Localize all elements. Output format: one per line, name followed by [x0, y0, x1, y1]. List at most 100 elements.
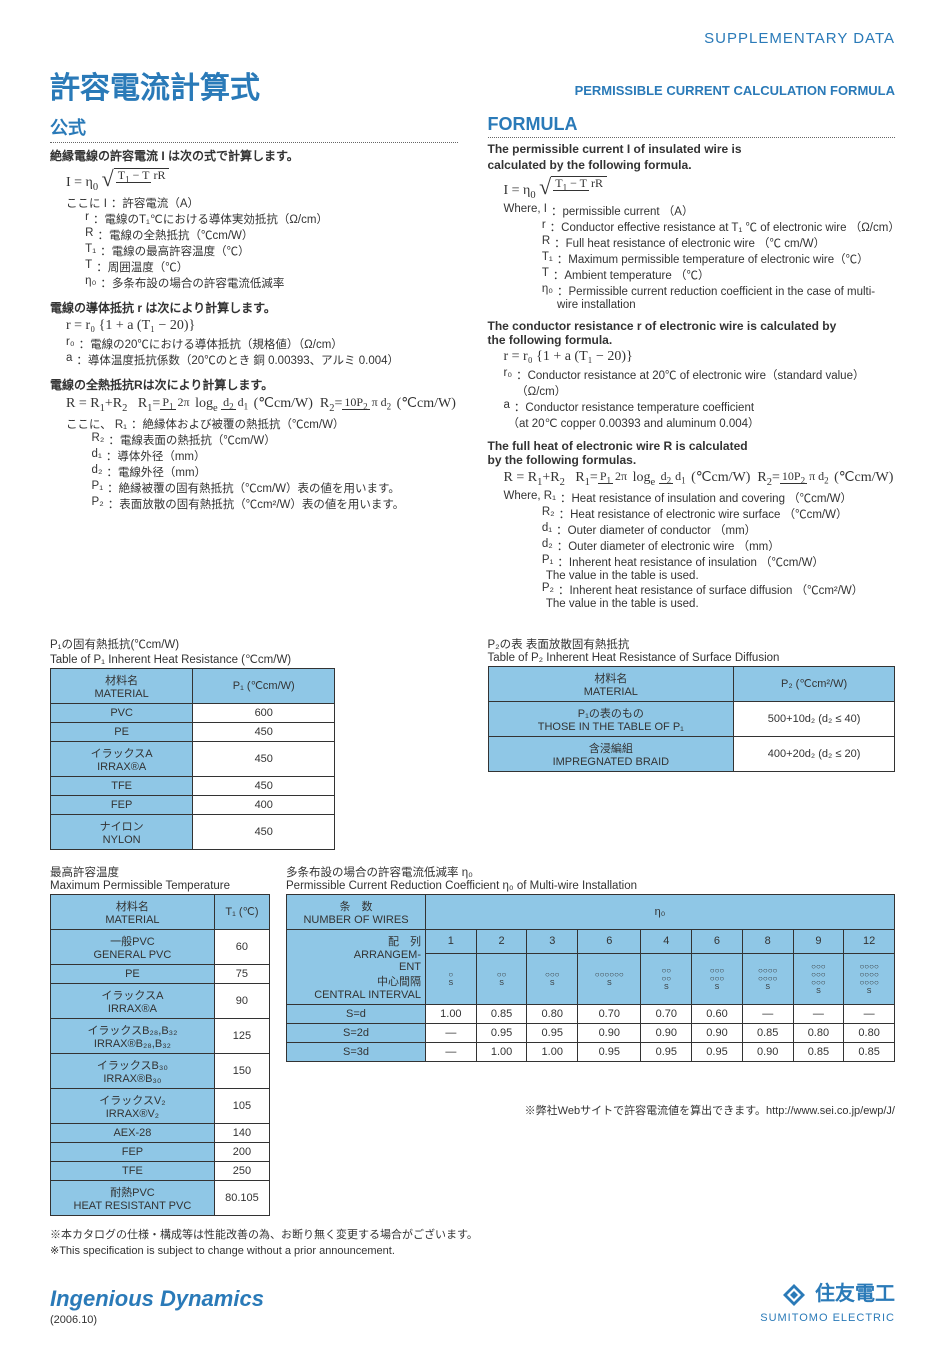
table-cell: —: [742, 1004, 793, 1023]
defs-r-jp: r₀：電線の20℃における導体抵抗（規格値）（Ω/cm）a：導体温度抵抗係数（2…: [66, 336, 458, 368]
def-row: R：Full heat resistance of electronic wir…: [504, 235, 896, 251]
table-cell: 450: [193, 722, 335, 741]
def-row: P₂：Inherent heat resistance of surface d…: [504, 582, 896, 598]
table-header: η₀: [426, 894, 895, 929]
table-row: PE75: [51, 964, 270, 983]
table-cell: 6: [578, 929, 641, 954]
table-cell: 0.60: [692, 1004, 743, 1023]
logo-jp: 住友電工: [815, 1283, 895, 1305]
p2-wrap: P₂の表 表面放散固有熱抵抗 Table of P₂ Inherent Heat…: [488, 618, 896, 850]
table-row: FEP400: [51, 795, 335, 814]
def-row: R₂：電線表面の熱抵抗（℃cm/W）: [66, 432, 458, 448]
table-cell: 4: [641, 929, 692, 954]
arrangement-icon: ○○○○S: [641, 954, 692, 1004]
def-row: d₁：導体外径（mm）: [66, 448, 458, 464]
def-row: Where, R₁：Heat resistance of insulation …: [504, 490, 896, 506]
table-cell: P₁の表のものTHOSE IN THE TABLE OF P₁: [488, 701, 734, 736]
def-row: R：電線の全熱抵抗（℃cm/W）: [66, 227, 458, 243]
table-cell: 0.90: [692, 1023, 743, 1042]
table-cell: 105: [214, 1088, 269, 1123]
table-cell: —: [793, 1004, 844, 1023]
lead-en-3b: by the following formulas.: [488, 453, 896, 467]
def-row: T₁：電線の最高許容温度（℃）: [66, 243, 458, 259]
def-row: ここに、 R₁：絶縁体および被覆の熱抵抗（℃cm/W）: [66, 416, 458, 432]
table-header: P₂ (℃cm²/W): [734, 666, 895, 701]
table-cell: S=3d: [287, 1042, 426, 1061]
def-row: a：導体温度抵抗係数（20℃のとき 銅 0.00393、アルミ 0.004）: [66, 352, 458, 368]
table-header: 材料名MATERIAL: [51, 668, 193, 703]
table-header: 材料名MATERIAL: [488, 666, 734, 701]
table-row: S=3d—1.001.000.950.950.950.900.850.85: [287, 1042, 895, 1061]
def-row: （at 20℃ copper 0.00393 and aluminum 0.00…: [504, 415, 896, 431]
temp-wrap: 最高許容温度 Maximum Permissible Temperature 材…: [50, 864, 270, 1216]
table-cell: PE: [51, 964, 215, 983]
def-row: r：Conductor effective resistance at T₁ ℃…: [504, 219, 896, 235]
table-cell: 0.80: [793, 1023, 844, 1042]
table-header: P₁ (℃cm/W): [193, 668, 335, 703]
section-head-jp: 公式: [50, 114, 458, 143]
table-cell: 450: [193, 814, 335, 849]
arrangement-icon: ○○○○○○S: [692, 954, 743, 1004]
def-row: d₁：Outer diameter of conductor （mm）: [504, 522, 896, 538]
table-row: イラックスV₂IRRAX®V₂105: [51, 1088, 270, 1123]
def-row: r₀：Conductor resistance at 20℃ of electr…: [504, 367, 896, 399]
table-cell: 9: [793, 929, 844, 954]
table-cell: 0.95: [641, 1042, 692, 1061]
table-row: ナイロンNYLON450: [51, 814, 335, 849]
web-link-note: ※弊社Webサイトで許容電流値を算出できます。http://www.sei.co…: [286, 1102, 895, 1118]
arrangement-icon: ○○○S: [527, 954, 578, 1004]
formula-r-en: r = r₀ {1 + a (T₁ − 20)}: [504, 349, 896, 365]
table-cell: FEP: [51, 1142, 215, 1161]
def-row: R₂：Heat resistance of electronic wire su…: [504, 506, 896, 522]
defs-R-jp: ここに、 R₁：絶縁体および被覆の熱抵抗（℃cm/W） R₂：電線表面の熱抵抗（…: [66, 416, 458, 512]
arrangement-icon: ○○○○○○○○○S: [793, 954, 844, 1004]
table-cell: ナイロンNYLON: [51, 814, 193, 849]
def-row: d₂：電線外径（mm）: [66, 464, 458, 480]
table-row: PVC600: [51, 703, 335, 722]
lead-en-1a: The permissible current I of insulated w…: [488, 142, 896, 156]
table-cell: S=d: [287, 1004, 426, 1023]
section-head-en: FORMULA: [488, 114, 896, 138]
column-en: FORMULA The permissible current I of ins…: [488, 108, 896, 618]
defs-R-en: Where, R₁：Heat resistance of insulation …: [504, 490, 896, 610]
coef-table: 条 数NUMBER OF WIRESη₀配 列ARRANGEM-ENT中心間隔C…: [286, 894, 895, 1062]
table-cell: 400+20d₂ (d₂ ≤ 20): [734, 736, 895, 771]
table-cell: 0.95: [527, 1023, 578, 1042]
table-cell: 1: [426, 929, 477, 954]
table-row: 含浸編組IMPREGNATED BRAID400+20d₂ (d₂ ≤ 20): [488, 736, 895, 771]
table-header: 配 列ARRANGEM-ENT中心間隔CENTRAL INTERVAL: [287, 929, 426, 1004]
table-row: 一般PVCGENERAL PVC60: [51, 929, 270, 964]
table-cell: 8: [742, 929, 793, 954]
table-cell: イラックスV₂IRRAX®V₂: [51, 1088, 215, 1123]
table-cell: 0.85: [742, 1023, 793, 1042]
table-row: イラックスB₃₀IRRAX®B₃₀150: [51, 1053, 270, 1088]
defs-I-en: Where, I：permissible current （A） r：Condu…: [504, 203, 896, 311]
table-row: TFE450: [51, 776, 335, 795]
formula-R-en: R = R1+R2 R1=P12π loge d2d1 (℃cm/W) R2=1…: [504, 469, 896, 488]
table-header: T₁ (℃): [214, 894, 269, 929]
p-tables: P₁の固有熱抵抗(℃cm/W) Table of P₁ Inherent Hea…: [50, 618, 895, 850]
table-cell: 450: [193, 741, 335, 776]
def-row: T：周囲温度（℃）: [66, 259, 458, 275]
table-cell: AEX-28: [51, 1123, 215, 1142]
table-cell: 3: [527, 929, 578, 954]
table-cell: FEP: [51, 795, 193, 814]
table-cell: 0.80: [527, 1004, 578, 1023]
table-row: S=2d—0.950.950.900.900.900.850.800.80: [287, 1023, 895, 1042]
table-cell: 1.00: [476, 1042, 527, 1061]
table-row: AEX-28140: [51, 1123, 270, 1142]
page: SUPPLEMENTARY DATA 許容電流計算式 PERMISSIBLE C…: [0, 0, 945, 1346]
def-row: η₀：多条布設の場合の許容電流低減率: [66, 275, 458, 291]
table-row: S=d1.000.850.800.700.700.60———: [287, 1004, 895, 1023]
defs-r-en: r₀：Conductor resistance at 20℃ of electr…: [504, 367, 896, 431]
table-cell: 0.85: [793, 1042, 844, 1061]
def-row: a：Conductor resistance temperature coeff…: [504, 399, 896, 415]
table-cell: TFE: [51, 1161, 215, 1180]
table-cell: 600: [193, 703, 335, 722]
table-cell: 0.90: [742, 1042, 793, 1061]
note-1: ※本カタログの仕様・構成等は性能改善の為、お断り無く変更する場合がございます。: [50, 1226, 895, 1242]
arrangement-icon: ○S: [426, 954, 477, 1004]
def-row: r：電線のT₁℃における導体実効抵抗（Ω/cm）: [66, 211, 458, 227]
def-row: The value in the table is used.: [504, 598, 896, 610]
lower-tables: 最高許容温度 Maximum Permissible Temperature 材…: [50, 864, 895, 1216]
